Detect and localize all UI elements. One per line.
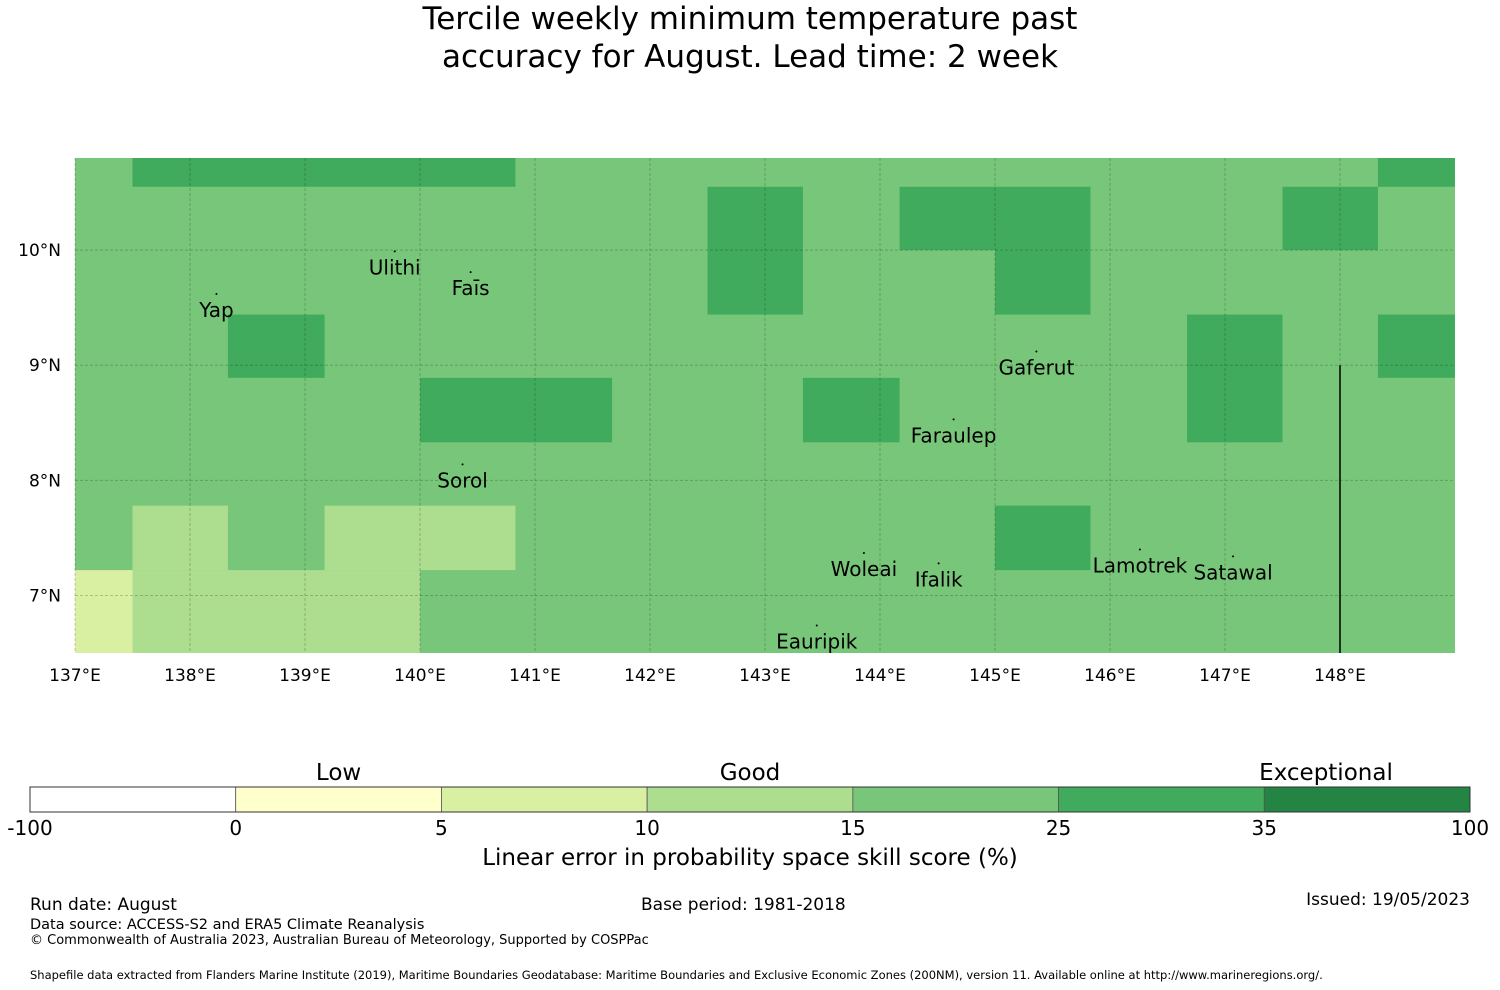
colorbar-category-exceptional: Exceptional xyxy=(1259,760,1393,786)
heatmap-cell-1 xyxy=(1377,158,1455,187)
heatmap-cell-5 xyxy=(1282,186,1378,251)
island-marker xyxy=(815,624,818,627)
heatmap-cell-11 xyxy=(995,505,1091,571)
x-tick-label: 142°E xyxy=(624,666,676,686)
x-tick-label: 139°E xyxy=(279,666,331,686)
shapefile-credit: Shapefile data extracted from Flanders M… xyxy=(30,968,1323,982)
chart-title: Tercile weekly minimum temperature past … xyxy=(0,0,1500,76)
y-tick-label: 8°N xyxy=(29,471,61,491)
place-label-sorol: Sorol xyxy=(437,468,488,492)
place-label-yap: Yap xyxy=(198,298,233,322)
heatmap-cell-15 xyxy=(75,570,133,653)
y-tick-label: 7°N xyxy=(29,586,61,606)
y-tick-label: 9°N xyxy=(29,356,61,376)
colorbar-label: Linear error in probability space skill … xyxy=(482,845,1018,871)
colorbar-tick-label: 5 xyxy=(435,816,448,840)
island-marker xyxy=(1035,350,1038,353)
colorbar-segment-6 xyxy=(1263,786,1471,813)
copyright: © Commonwealth of Australia 2023, Austra… xyxy=(30,933,649,948)
heatmap-cell-2 xyxy=(707,186,803,315)
place-label-lamotrek: Lamotrek xyxy=(1093,554,1188,578)
colorbar-segment-3 xyxy=(646,786,854,813)
island-marker xyxy=(461,463,464,466)
island-marker xyxy=(393,250,396,253)
x-tick-label: 143°E xyxy=(739,666,791,686)
x-tick-label: 137°E xyxy=(49,666,101,686)
chart-title-line-2: accuracy for August. Lead time: 2 week xyxy=(441,39,1059,75)
place-label-eauripik: Eauripik xyxy=(776,629,858,653)
skill-score-map: 137°E 138°E 139°E 140°E 141°E 142°E 143°E 144°E… xyxy=(18,158,1455,686)
place-label-ulithi: Ulithi xyxy=(369,255,421,279)
colorbar-category-good: Good xyxy=(719,760,781,786)
island-marker xyxy=(215,292,218,295)
colorbar-tick-label: 100 xyxy=(1450,816,1490,840)
colorbar-segment-0 xyxy=(29,786,237,813)
island-marker xyxy=(1138,548,1141,551)
x-tick-label: 141°E xyxy=(509,666,561,686)
island-marker xyxy=(1232,555,1235,558)
colorbar-segment-5 xyxy=(1058,786,1265,813)
colorbar-segment-2 xyxy=(441,786,648,813)
place-label-faraulep: Faraulep xyxy=(911,423,997,447)
place-label-satawal: Satawal xyxy=(1193,560,1272,584)
base-period: Base period: 1981-2018 xyxy=(641,895,846,915)
heatmap-cell-12 xyxy=(132,505,228,571)
colorbar-tick-label: 35 xyxy=(1251,816,1277,840)
colorbar-tick-label: 25 xyxy=(1045,816,1072,840)
heatmap-cell-6 xyxy=(227,314,325,378)
heatmap-cell-9 xyxy=(420,377,613,443)
colorbar-frame xyxy=(29,786,1471,813)
island-marker xyxy=(952,418,955,421)
island-marker xyxy=(937,562,940,565)
x-tick-label: 148°E xyxy=(1314,666,1366,686)
heatmap-cell-7 xyxy=(1187,314,1283,443)
y-tick-label: 10°N xyxy=(18,241,61,261)
x-tick-label: 147°E xyxy=(1199,666,1251,686)
heatmap-cell-8 xyxy=(1377,314,1455,378)
island-marker xyxy=(469,271,472,274)
heatmap-cell-14 xyxy=(132,570,420,653)
colorbar-segment-4 xyxy=(852,786,1059,813)
heatmap-cell-3 xyxy=(899,186,1091,251)
colorbar-tick-label: 15 xyxy=(840,816,866,840)
colorbar-tick-label: 10 xyxy=(634,816,660,840)
heatmap-cell-10 xyxy=(802,377,900,443)
x-tick-label: 144°E xyxy=(854,666,906,686)
heatmap-cell-0 xyxy=(132,158,516,187)
place-label-gaferut: Gaferut xyxy=(998,356,1074,380)
issued-date: Issued: 19/05/2023 xyxy=(1306,890,1470,910)
x-tick-label: 145°E xyxy=(969,666,1021,686)
colorbar-tick-label: -100 xyxy=(7,816,53,840)
data-source: Data source: ACCESS-S2 and ERA5 Climate … xyxy=(30,917,425,933)
island-marker xyxy=(862,551,865,554)
colorbar xyxy=(29,786,1471,813)
colorbar-category-low: Low xyxy=(315,760,362,786)
colorbar-segment-1 xyxy=(235,786,442,813)
heatmap-cell-13 xyxy=(324,505,516,571)
x-tick-label: 140°E xyxy=(394,666,446,686)
place-label-ifalik: Ifalik xyxy=(915,567,963,591)
run-date: Run date: August xyxy=(30,895,177,915)
heatmap-cell-4 xyxy=(995,250,1091,315)
place-label-woleai: Woleai xyxy=(831,557,898,581)
place-label-faīs: Faīs xyxy=(452,276,490,300)
x-tick-label: 146°E xyxy=(1084,666,1136,686)
colorbar-tick-label: 0 xyxy=(229,816,243,840)
chart-title-line-1: Tercile weekly minimum temperature past xyxy=(422,1,1078,37)
x-tick-label: 138°E xyxy=(164,666,216,686)
